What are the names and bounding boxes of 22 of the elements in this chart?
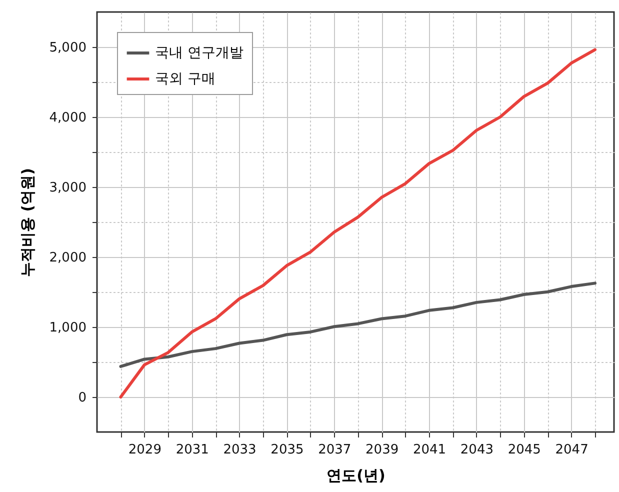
line-series [119,48,597,398]
x-tick-label: 2033 [223,442,256,458]
x-tick-label: 2041 [412,442,446,458]
legend-label: 국내 연구개발 [155,45,244,61]
y-tick-label: 1,000 [49,320,86,336]
y-axis-title: 누적비용 (억원) [18,168,36,277]
x-tick-label: 2037 [318,442,352,458]
x-tick-label: 2031 [176,442,209,458]
y-tick-label: 0 [78,390,86,406]
x-tick-label: 2047 [555,442,588,458]
line-series [119,282,597,368]
y-tick-label: 4,000 [49,110,86,126]
x-tick-label: 2035 [270,442,304,458]
y-tick-label: 3,000 [49,180,86,196]
x-tick-label: 2045 [508,442,541,458]
y-tick-label: 5,000 [49,40,86,56]
x-tick-label: 2043 [460,442,494,458]
x-tick-label: 2039 [366,442,399,458]
x-tick-label: 2029 [128,442,162,458]
x-axis-title: 연도(년) [326,466,386,484]
legend-label: 국외 구매 [155,71,216,87]
y-tick-label: 2,000 [49,250,86,266]
